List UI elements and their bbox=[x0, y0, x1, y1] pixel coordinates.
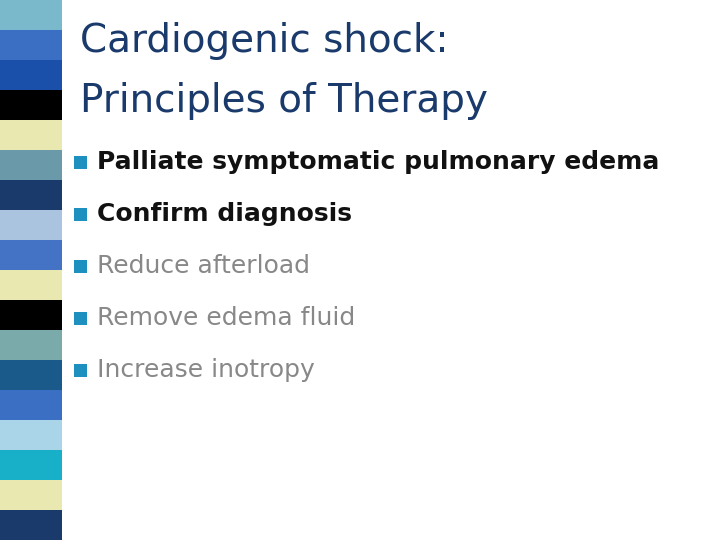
Bar bbox=[0, 480, 62, 510]
Bar bbox=[0, 300, 62, 330]
Bar bbox=[74, 207, 87, 220]
Bar bbox=[0, 120, 62, 150]
Bar bbox=[0, 450, 62, 480]
Text: Confirm diagnosis: Confirm diagnosis bbox=[97, 202, 352, 226]
Bar bbox=[0, 0, 62, 30]
Text: Reduce afterload: Reduce afterload bbox=[97, 254, 310, 278]
Text: Principles of Therapy: Principles of Therapy bbox=[80, 82, 488, 120]
Bar bbox=[74, 312, 87, 325]
Bar bbox=[0, 210, 62, 240]
Text: Cardiogenic shock:: Cardiogenic shock: bbox=[80, 22, 449, 60]
Bar bbox=[0, 330, 62, 360]
Bar bbox=[0, 510, 62, 540]
Bar bbox=[0, 390, 62, 420]
Text: Increase inotropy: Increase inotropy bbox=[97, 358, 315, 382]
Bar bbox=[0, 360, 62, 390]
Bar bbox=[0, 90, 62, 120]
Bar bbox=[0, 30, 62, 60]
Bar bbox=[0, 180, 62, 210]
Text: Remove edema fluid: Remove edema fluid bbox=[97, 306, 355, 330]
Bar bbox=[0, 240, 62, 270]
Bar bbox=[0, 420, 62, 450]
Bar bbox=[0, 270, 62, 300]
Bar bbox=[74, 260, 87, 273]
Bar bbox=[74, 156, 87, 168]
Bar bbox=[0, 150, 62, 180]
Bar bbox=[74, 363, 87, 376]
Text: Palliate symptomatic pulmonary edema: Palliate symptomatic pulmonary edema bbox=[97, 150, 660, 174]
Bar bbox=[0, 60, 62, 90]
